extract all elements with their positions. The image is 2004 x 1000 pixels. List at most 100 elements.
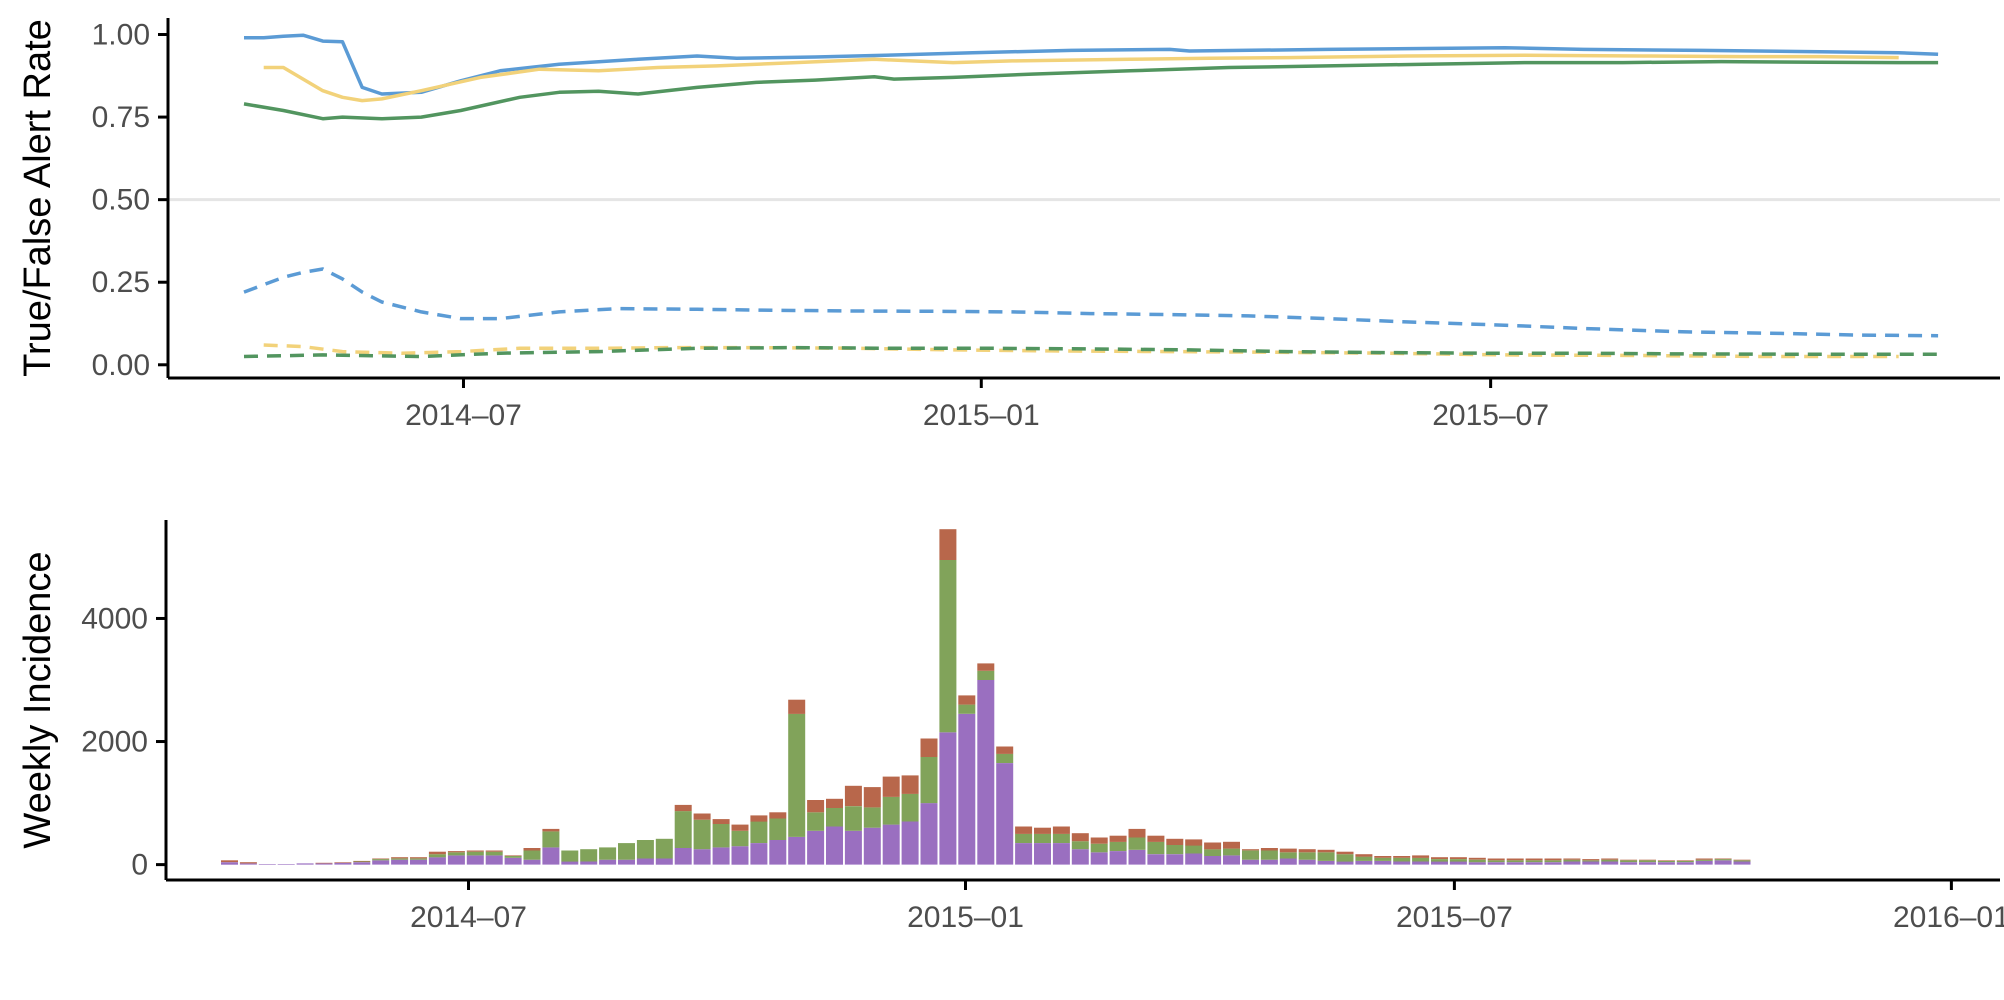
bar-segment <box>731 846 749 865</box>
bar-segment <box>239 863 257 865</box>
bar-segment <box>1147 841 1165 855</box>
bar-segment <box>1563 858 1581 860</box>
bar-segment <box>1714 859 1732 861</box>
alert-rate-panel: 0.00 0.25 0.50 0.75 1.00 2014–07 2015–01 2015–… <box>17 18 2000 432</box>
y-tick-label: 4000 <box>81 602 148 635</box>
bar-segment <box>523 859 541 865</box>
bar-segment <box>542 831 560 848</box>
weekly-incidence-panel: 0 2000 4000 2014–07 2015–01 2015–07 2016–01 W… <box>17 520 2004 934</box>
bar-segment <box>542 828 560 832</box>
bar-segment <box>334 862 352 863</box>
bar-segment <box>428 854 446 858</box>
bar-segment <box>750 843 768 865</box>
bar-segment <box>636 858 654 865</box>
bar-segment <box>1034 843 1051 865</box>
bar-segment <box>1260 848 1278 851</box>
bar-segment <box>977 670 995 680</box>
bar-segment <box>353 862 371 865</box>
x-ticks: 2014–07 2015–01 2015–07 <box>405 378 1549 432</box>
bar-segment <box>1733 861 1751 865</box>
bar-segment <box>1109 851 1127 865</box>
bar-segment <box>1223 848 1240 856</box>
x-tick-label: 2015–07 <box>1396 901 1513 934</box>
series-line-blue-solid <box>244 33 1939 96</box>
bar-segment <box>1109 835 1127 842</box>
bar-segment <box>1374 857 1392 861</box>
bar-segment <box>1071 849 1089 865</box>
bar-segment <box>1506 858 1524 861</box>
bar-segment <box>1166 854 1184 865</box>
bar-segment <box>1223 841 1240 849</box>
bar-segment <box>826 808 843 827</box>
bar-segment <box>674 848 692 865</box>
bar-segment <box>1431 859 1448 862</box>
bar-segment <box>674 804 692 812</box>
y-axis-title: Weekly Incidence <box>17 551 59 848</box>
bar-segment <box>334 862 352 865</box>
bar-segment <box>1601 858 1619 860</box>
bar-segment <box>1336 851 1354 855</box>
bar-segment <box>693 819 711 850</box>
bar-segment <box>1506 862 1524 865</box>
bar-segment <box>1601 859 1619 862</box>
bar-segment <box>466 850 484 852</box>
bar-segment <box>769 818 787 840</box>
bar-segment <box>353 861 371 863</box>
bar-segment <box>1620 860 1638 863</box>
bar-segment <box>655 858 673 865</box>
bar-segment <box>1620 859 1638 861</box>
bar-segment <box>863 787 881 808</box>
x-tick-label: 2015–01 <box>907 901 1024 934</box>
bar-segment <box>1695 859 1713 861</box>
bar-segment <box>599 859 617 865</box>
bar-segment <box>1298 859 1316 865</box>
bar-segment <box>750 815 768 822</box>
bar-segment <box>1166 844 1184 855</box>
bar-segment <box>731 824 749 831</box>
bar-segment <box>1128 828 1146 838</box>
bar-segment <box>1676 860 1694 863</box>
bar-segment <box>1393 856 1411 858</box>
y-tick-label: 0 <box>131 849 148 882</box>
bar-segment <box>674 811 692 848</box>
bar-segment <box>769 812 787 819</box>
bar-segment <box>1733 860 1751 862</box>
bar-segment <box>1317 852 1335 861</box>
bar-segment <box>1336 854 1354 862</box>
bar-segment <box>1204 842 1222 850</box>
bar-segment <box>655 838 673 859</box>
bar-segment <box>391 859 409 865</box>
bar-segment <box>1657 860 1675 863</box>
bar-segment <box>1242 859 1259 865</box>
bar-segment <box>1298 852 1316 860</box>
bar-segment <box>296 863 314 865</box>
bar-segment <box>239 862 257 864</box>
bar-segment <box>580 849 598 862</box>
bar-segment <box>712 847 730 865</box>
bar-segment <box>712 824 730 848</box>
bar-segment <box>863 807 881 828</box>
bar-segment <box>561 861 579 865</box>
bar-segment <box>977 680 995 865</box>
bar-segment <box>958 704 976 714</box>
bar-segment <box>826 798 843 808</box>
bar-segment <box>353 860 371 862</box>
series-line-yellow-dashed <box>263 343 1899 359</box>
bar-segment <box>1525 860 1543 863</box>
bar-segment <box>844 806 862 831</box>
bar-segment <box>788 836 806 865</box>
bar-segment <box>1015 826 1033 834</box>
bar-segment <box>1071 841 1089 850</box>
bar-segment <box>1260 850 1278 860</box>
bar-segment <box>693 849 711 865</box>
bar-segment <box>769 840 787 865</box>
bar-segment <box>1166 838 1184 845</box>
bar-segment <box>1412 861 1430 865</box>
bar-segment <box>1052 826 1070 834</box>
bar-segment <box>561 850 579 862</box>
bar-segment <box>1374 856 1392 858</box>
bar-segment <box>1185 839 1203 846</box>
bar-segment <box>1582 861 1600 865</box>
bar-segment <box>863 827 881 865</box>
